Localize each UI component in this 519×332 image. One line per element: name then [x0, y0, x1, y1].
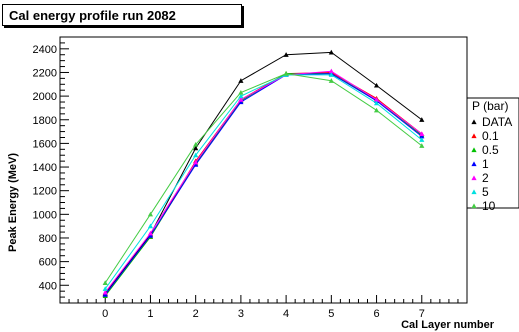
data-point [102, 286, 108, 291]
y-tick-label: 600 [39, 257, 57, 269]
data-point [373, 107, 380, 113]
legend-box [466, 97, 519, 209]
data-point [238, 93, 244, 99]
y-tick-label: 1200 [33, 186, 57, 198]
legend-marker [471, 175, 477, 181]
data-point [147, 211, 154, 217]
data-point [193, 145, 199, 151]
data-point [283, 52, 289, 57]
x-tick-label: 7 [419, 308, 425, 320]
series-line [104, 51, 423, 294]
data-point [373, 97, 380, 102]
data-point [419, 143, 425, 148]
series-line [104, 71, 423, 296]
legend-marker [471, 119, 477, 125]
data-point [102, 289, 108, 295]
data-point [147, 233, 154, 238]
y-tick-label: 1800 [33, 115, 57, 127]
data-point [328, 49, 334, 55]
legend-marker [471, 147, 477, 153]
legend-marker [471, 161, 477, 167]
y-tick-label: 1600 [33, 138, 57, 150]
legend-entry: DATA [482, 115, 512, 129]
data-point [238, 99, 244, 105]
data-point [419, 133, 425, 139]
legend-marker [471, 133, 477, 139]
y-tick-label: 2400 [33, 44, 57, 56]
y-tick-label: 1000 [33, 209, 57, 221]
legend-entry: 10 [482, 199, 496, 213]
series-line [104, 73, 423, 284]
data-point [373, 82, 380, 88]
data-point [419, 117, 425, 122]
y-axis-title: Peak Energy (MeV) [7, 153, 19, 252]
y-tick-label: 2200 [33, 67, 57, 79]
legend-marker [471, 189, 477, 195]
axis-ticks: 4006008001000120014001600180020002200240… [33, 36, 459, 320]
x-tick-label: 4 [283, 308, 289, 320]
x-tick-label: 2 [193, 308, 199, 320]
data-point [419, 137, 425, 142]
series-line [104, 73, 423, 296]
data-point [238, 97, 244, 102]
data-point [328, 78, 334, 83]
data-point [328, 68, 334, 74]
data-point [238, 78, 244, 83]
x-axis-title: Cal Layer number [401, 319, 495, 331]
data-point [328, 72, 334, 77]
data-point [419, 131, 425, 137]
series-line [104, 73, 423, 297]
y-tick-label: 2000 [33, 91, 57, 103]
data-point [147, 230, 154, 236]
data-point [193, 159, 199, 165]
data-point [193, 152, 199, 158]
x-tick-label: 1 [147, 308, 153, 320]
chart-title-box: Cal energy profile run 2082 [2, 4, 242, 26]
x-tick-label: 5 [328, 308, 334, 320]
legend-entry: 5 [482, 185, 489, 199]
data-point [147, 223, 154, 229]
data-point [193, 141, 199, 147]
data-point [238, 89, 244, 95]
y-tick-label: 1400 [33, 162, 57, 174]
x-tick-label: 6 [373, 308, 379, 320]
series-lines [102, 49, 425, 298]
y-tick-label: 800 [39, 233, 57, 245]
plot-frame [59, 36, 468, 304]
x-tick-label: 3 [238, 308, 244, 320]
x-tick-label: 0 [102, 308, 108, 320]
y-tick-label: 400 [39, 280, 57, 292]
legend-entry: 0.5 [482, 143, 499, 157]
series-line [104, 70, 423, 293]
legend-entry: 1 [482, 157, 489, 171]
data-point [102, 280, 108, 285]
chart-title: Cal energy profile run 2082 [9, 8, 176, 23]
legend-entry: 2 [482, 171, 489, 185]
data-point [193, 162, 199, 167]
data-point [102, 292, 108, 297]
legend-entry: 0.1 [482, 129, 499, 143]
legend-marker [471, 203, 477, 209]
data-point [283, 71, 289, 76]
legend-title: P (bar) [472, 99, 508, 113]
data-point [373, 100, 380, 106]
series-line [104, 74, 423, 290]
